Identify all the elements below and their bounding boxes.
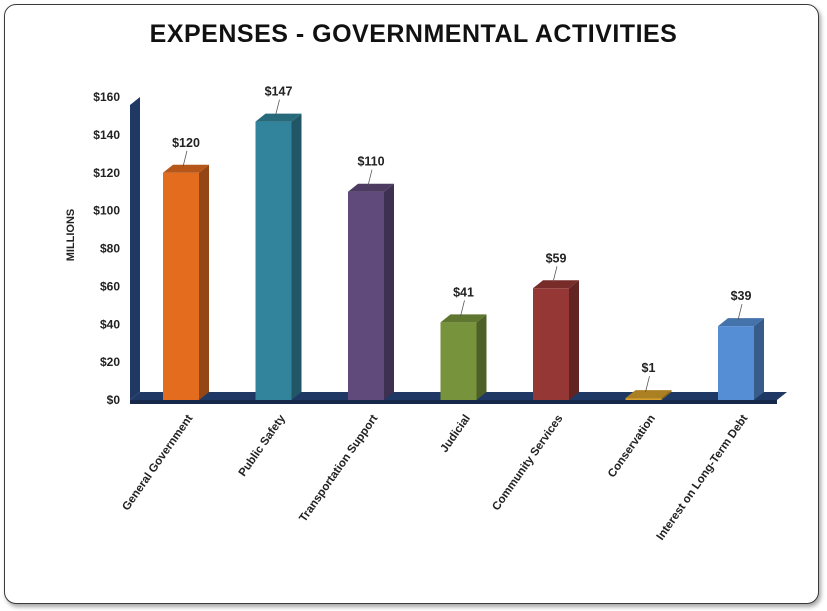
bar-top <box>440 314 487 323</box>
bar-front <box>440 322 477 400</box>
bar-top <box>533 280 579 289</box>
x-tick-label: Judicial <box>439 413 473 455</box>
bar <box>440 314 487 400</box>
x-tick-label: General Government <box>120 413 195 513</box>
data-label: $1 <box>642 361 656 375</box>
x-tick-label: Community Services <box>490 413 565 513</box>
data-label-leader <box>460 300 465 317</box>
y-tick-label: $120 <box>93 166 120 180</box>
bar-side <box>661 390 672 400</box>
x-tick-label: Conservation <box>606 413 658 480</box>
data-label-leader <box>737 304 743 321</box>
data-label-leader <box>275 99 280 116</box>
x-tick-label: Transportation Support <box>297 413 380 525</box>
bar <box>163 164 209 400</box>
data-label: $147 <box>265 85 293 99</box>
bar-top <box>255 113 302 122</box>
x-tick-label: Interest on Long-Term Debt <box>655 413 751 543</box>
bar <box>718 318 764 400</box>
y-tick-label: $140 <box>93 128 120 142</box>
bar <box>348 183 394 400</box>
bar-top <box>348 183 394 192</box>
x-tick-label: Public Safety <box>237 412 289 479</box>
bar-top <box>718 318 764 327</box>
bar-side <box>384 183 394 400</box>
bar-side <box>291 113 302 401</box>
y-axis-wall <box>130 97 140 400</box>
y-tick-label: $80 <box>100 242 120 256</box>
bar-front <box>163 172 199 400</box>
data-label: $110 <box>357 155 384 169</box>
data-label: $59 <box>546 251 567 265</box>
bar-front <box>348 191 384 400</box>
data-label: $120 <box>172 136 200 150</box>
data-label-leader <box>552 266 558 283</box>
bar-side <box>754 318 764 400</box>
data-label: $39 <box>731 289 752 303</box>
bar-side <box>569 280 579 400</box>
bar-side <box>476 314 487 400</box>
y-tick-label: $0 <box>107 393 121 407</box>
y-tick-label: $100 <box>93 204 120 218</box>
bar <box>255 113 302 401</box>
y-axis-label: MILLIONS <box>65 209 77 262</box>
bar-front <box>533 288 569 400</box>
bar-front <box>625 398 662 400</box>
bar-front <box>255 121 292 401</box>
data-label: $41 <box>453 285 474 299</box>
bar-front <box>718 326 754 400</box>
chart-title: EXPENSES - GOVERNMENTAL ACTIVITIES <box>149 20 678 48</box>
bar-top <box>625 390 672 399</box>
data-label-leader <box>182 150 188 167</box>
y-tick-label: $20 <box>100 355 120 369</box>
bar <box>533 280 579 400</box>
data-label-leader <box>367 169 373 186</box>
bar-top <box>163 164 209 173</box>
y-tick-label: $160 <box>93 90 120 104</box>
bar <box>625 390 672 400</box>
y-tick-label: $40 <box>100 317 120 331</box>
data-label-leader <box>645 376 650 393</box>
bar-side <box>199 164 209 400</box>
chart-floor-edge <box>130 400 777 404</box>
y-tick-label: $60 <box>100 279 120 293</box>
